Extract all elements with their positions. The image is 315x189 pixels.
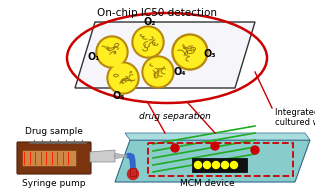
Circle shape [221, 161, 228, 169]
Polygon shape [90, 150, 115, 162]
Bar [192, 158, 247, 172]
Text: O₃: O₃ [204, 49, 216, 59]
Text: MCM device: MCM device [180, 179, 234, 188]
Text: Drug sample: Drug sample [25, 127, 83, 136]
Circle shape [142, 56, 174, 88]
Bar [148, 143, 293, 176]
Text: Integrated cell
cultured wells: Integrated cell cultured wells [275, 108, 315, 127]
Circle shape [172, 34, 208, 70]
Bar [22, 150, 76, 166]
Circle shape [213, 161, 220, 169]
Circle shape [251, 146, 259, 154]
Circle shape [96, 36, 128, 68]
Bar [130, 168, 136, 176]
Text: O₂: O₂ [144, 17, 156, 27]
Polygon shape [75, 22, 255, 88]
Circle shape [194, 161, 202, 169]
Circle shape [109, 64, 137, 92]
Text: drug separation: drug separation [139, 112, 211, 121]
Circle shape [174, 36, 206, 68]
Circle shape [98, 38, 126, 66]
Polygon shape [115, 140, 310, 182]
Text: O₅: O₅ [113, 91, 125, 101]
Polygon shape [115, 153, 128, 159]
Polygon shape [125, 133, 310, 140]
Circle shape [203, 161, 210, 169]
Circle shape [144, 58, 172, 86]
Text: O₁: O₁ [88, 52, 100, 62]
Circle shape [107, 62, 139, 94]
Circle shape [211, 142, 219, 150]
FancyBboxPatch shape [17, 142, 91, 174]
Circle shape [134, 28, 162, 56]
Circle shape [231, 161, 238, 169]
Text: On-chip IC50 detection: On-chip IC50 detection [97, 8, 217, 18]
Circle shape [171, 144, 179, 152]
Circle shape [132, 26, 164, 58]
Text: O₄: O₄ [174, 67, 186, 77]
Text: Syringe pump: Syringe pump [22, 179, 86, 188]
Circle shape [128, 169, 139, 180]
